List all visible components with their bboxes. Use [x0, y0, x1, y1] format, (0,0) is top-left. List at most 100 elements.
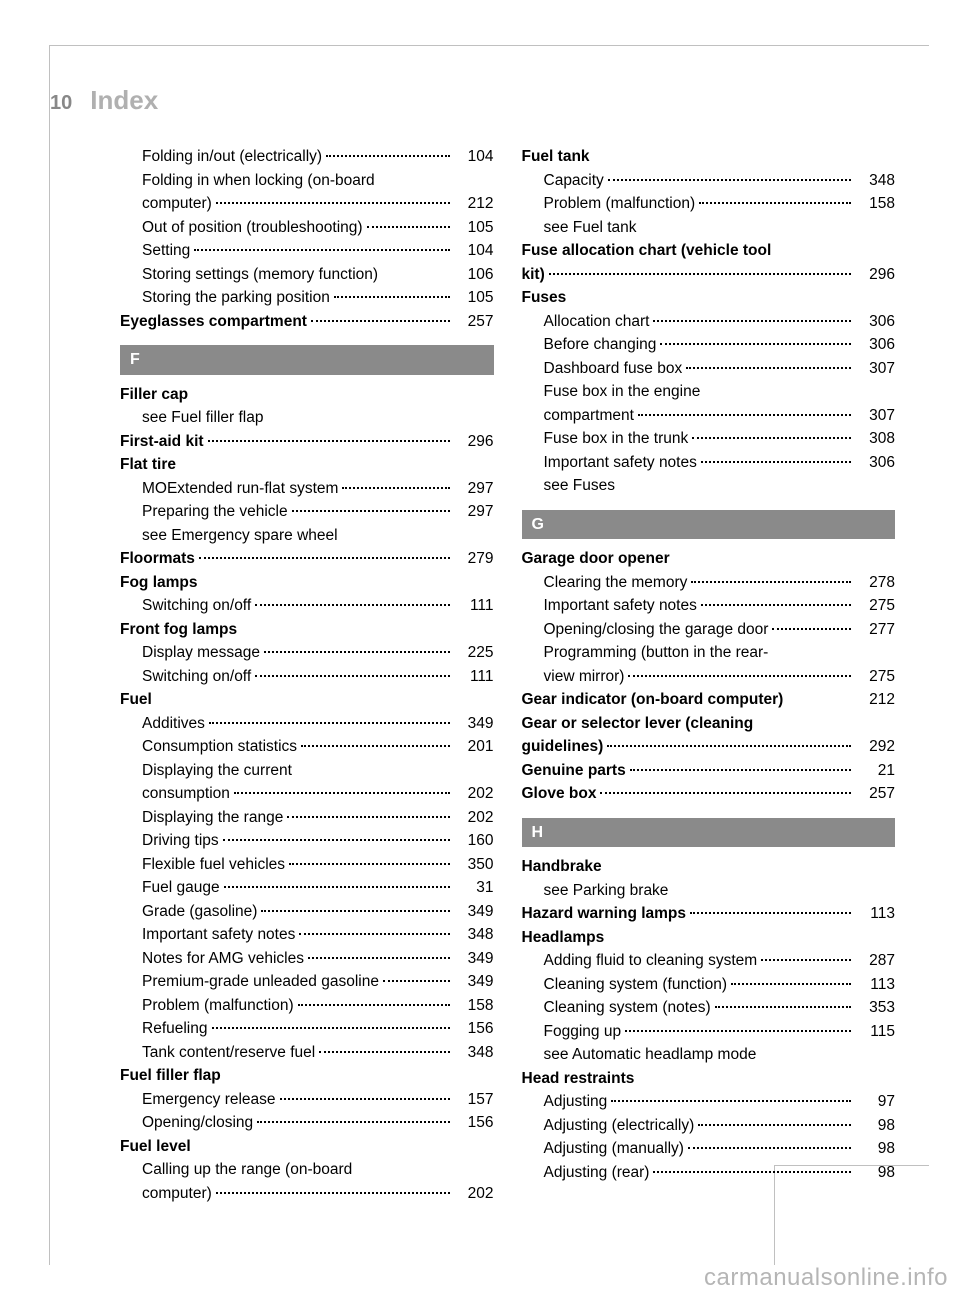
index-entry: kit)296	[522, 263, 896, 287]
index-entry-page: 156	[454, 1111, 494, 1135]
index-entry-page: 306	[855, 333, 895, 357]
index-entry-label: Cleaning system (notes)	[544, 996, 711, 1020]
index-entry: Notes for AMG vehicles349	[120, 947, 494, 971]
leader-dots	[216, 202, 450, 204]
leader-dots	[298, 1004, 450, 1006]
leader-dots	[608, 179, 851, 181]
index-entry-page: 104	[454, 239, 494, 263]
index-entry: Refueling156	[120, 1017, 494, 1041]
leader-dots	[686, 367, 851, 369]
index-entry-page: 31	[454, 876, 494, 900]
index-entry-label: Tank content/reserve fuel	[142, 1041, 315, 1065]
leader-dots	[209, 722, 450, 724]
index-entry-label: Driving tips	[142, 829, 219, 853]
index-entry-label: Allocation chart	[544, 310, 650, 334]
index-entry-label: Filler cap	[120, 383, 188, 407]
index-entry-label: Fuel level	[120, 1135, 191, 1159]
watermark: carmanualsonline.info	[704, 1264, 948, 1292]
leader-dots	[692, 437, 851, 439]
index-entry: Flexible fuel vehicles350	[120, 853, 494, 877]
index-entry-label: Glove box	[522, 782, 597, 806]
leader-dots	[625, 1030, 851, 1032]
leader-dots	[224, 886, 450, 888]
index-entry: Grade (gasoline)349	[120, 900, 494, 924]
leader-dots	[699, 202, 851, 204]
index-entry-page: 98	[855, 1114, 895, 1138]
index-entry: Storing the parking position 105	[120, 286, 494, 310]
index-entry-label: Displaying the current	[142, 759, 292, 783]
index-entry: Adjusting97	[522, 1090, 896, 1114]
index-entry-label: First-aid kit	[120, 430, 204, 454]
index-entry-label: Out of position (troubleshooting)	[142, 216, 363, 240]
index-entry-page: 202	[454, 1182, 494, 1206]
index-entry-label: MOExtended run-flat system	[142, 477, 338, 501]
index-entry: Display message225	[120, 641, 494, 665]
leader-dots	[342, 487, 449, 489]
index-entry-label: Floormats	[120, 547, 195, 571]
index-entry-label: Fogging up	[544, 1020, 622, 1044]
leader-dots	[761, 959, 851, 961]
index-entry-label: see Parking brake	[544, 879, 669, 903]
index-entry: Opening/closing156	[120, 1111, 494, 1135]
leader-dots	[638, 414, 851, 416]
index-entry-label: Fuel	[120, 688, 152, 712]
leader-dots	[301, 745, 449, 747]
index-entry: see Parking brake	[522, 879, 896, 903]
index-entry-label: Storing the parking position	[142, 286, 330, 310]
index-entry-page: 350	[454, 853, 494, 877]
index-entry-label: Calling up the range (on-board	[142, 1158, 352, 1182]
index-entry-page: 279	[454, 547, 494, 571]
leader-dots	[383, 980, 450, 982]
index-entry: Out of position (troubleshooting) 105	[120, 216, 494, 240]
index-entry-page: 98	[855, 1161, 895, 1185]
index-entry-page: 115	[855, 1020, 895, 1044]
index-entry: see Automatic headlamp mode	[522, 1043, 896, 1067]
index-entry-label: Adjusting (rear)	[544, 1161, 650, 1185]
index-entry: Consumption statistics201	[120, 735, 494, 759]
leader-dots	[607, 745, 851, 747]
index-entry-label: Cleaning system (function)	[544, 973, 728, 997]
index-entry: computer)212	[120, 192, 494, 216]
index-entry-label: kit)	[522, 263, 545, 287]
index-entry: Adding fluid to cleaning system287	[522, 949, 896, 973]
leader-dots	[653, 320, 851, 322]
index-entry-page: 257	[454, 310, 494, 334]
index-entry-label: Premium-grade unleaded gasoline	[142, 970, 379, 994]
index-entry: Capacity348	[522, 169, 896, 193]
page-number: 10	[50, 92, 72, 115]
index-entry: Opening/closing the garage door277	[522, 618, 896, 642]
index-entry: view mirror)275	[522, 665, 896, 689]
index-entry: Displaying the current	[120, 759, 494, 783]
index-entry: First-aid kit296	[120, 430, 494, 454]
index-entry-label: Grade (gasoline)	[142, 900, 257, 924]
index-entry-page: 287	[855, 949, 895, 973]
index-entry-label: Displaying the range	[142, 806, 283, 830]
index-entry: Fogging up 115	[522, 1020, 896, 1044]
leader-dots	[280, 1098, 450, 1100]
index-entry-label: see Emergency spare wheel	[142, 524, 338, 548]
index-entry-page: 308	[855, 427, 895, 451]
leader-dots	[660, 343, 851, 345]
index-letter-bar: F	[120, 345, 494, 375]
leader-dots	[701, 461, 851, 463]
index-entry-label: Important safety notes	[544, 451, 697, 475]
leader-dots	[688, 1147, 851, 1149]
index-entry-label: Front fog lamps	[120, 618, 237, 642]
index-entry-label: Fuel gauge	[142, 876, 220, 900]
leader-dots	[628, 675, 851, 677]
leader-dots	[772, 628, 851, 630]
index-entry-label: Hazard warning lamps	[522, 902, 687, 926]
index-entry-page: 105	[454, 286, 494, 310]
index-entry: Before changing306	[522, 333, 896, 357]
leader-dots	[257, 1121, 449, 1123]
index-entry-page: 105	[454, 216, 494, 240]
leader-dots	[690, 912, 851, 914]
index-entry: Front fog lamps	[120, 618, 494, 642]
index-entry: Clearing the memory278	[522, 571, 896, 595]
index-entry: Flat tire	[120, 453, 494, 477]
index-entry: Preparing the vehicle297	[120, 500, 494, 524]
index-entry-label: Problem (malfunction)	[142, 994, 294, 1018]
leader-dots	[216, 1192, 450, 1194]
index-entry: Fuse box in the trunk308	[522, 427, 896, 451]
index-entry-label: Folding in when locking (on-board	[142, 169, 375, 193]
